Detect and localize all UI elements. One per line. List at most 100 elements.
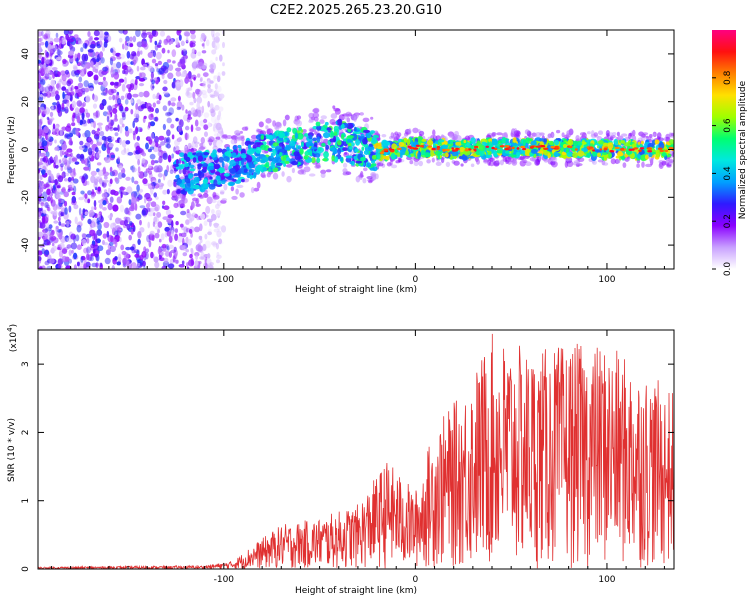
noise-blob <box>177 236 183 243</box>
noise-blob <box>213 133 219 137</box>
track-core <box>438 139 445 143</box>
noise-blob <box>201 43 205 47</box>
noise-blob <box>190 33 196 40</box>
noise-blob <box>38 128 44 135</box>
noise-blob <box>145 142 149 150</box>
noise-blob <box>215 203 220 210</box>
noise-blob <box>75 234 80 242</box>
noise-blob <box>116 261 121 266</box>
noise-blob <box>87 118 91 124</box>
noise-blob <box>159 238 162 243</box>
noise-blob <box>153 116 158 122</box>
noise-blob <box>137 166 141 174</box>
noise-blob <box>128 68 134 75</box>
track-core <box>202 183 209 189</box>
noise-blob <box>102 207 107 211</box>
noise-blob <box>78 207 82 216</box>
track-core <box>479 144 486 152</box>
noise-blob <box>182 252 188 257</box>
noise-blob <box>38 231 44 238</box>
noise-blob <box>187 238 192 246</box>
noise-blob <box>149 37 153 43</box>
noise-blob <box>110 69 116 76</box>
track-halo <box>476 159 480 165</box>
track-halo <box>412 127 419 134</box>
noise-blob <box>54 139 57 144</box>
track-halo <box>332 105 336 109</box>
noise-blob <box>97 222 102 231</box>
noise-blob <box>212 242 217 248</box>
noise-blob <box>166 138 170 143</box>
noise-blob <box>219 54 223 62</box>
track-core <box>577 150 585 157</box>
spectrogram-y-tick-label: 20 <box>21 96 31 108</box>
noise-blob <box>84 158 90 166</box>
track-halo <box>597 159 604 163</box>
noise-blob <box>110 69 114 73</box>
track-halo <box>616 131 620 137</box>
noise-blob <box>183 226 188 235</box>
track-core <box>363 143 369 148</box>
track-core <box>300 129 304 133</box>
noise-blob <box>52 123 56 130</box>
track-core <box>376 146 383 150</box>
noise-blob <box>55 56 62 61</box>
snr-series-line <box>38 333 674 569</box>
track-peak <box>415 144 420 147</box>
track-halo <box>230 186 235 192</box>
noise-blob <box>143 265 146 269</box>
noise-blob <box>76 261 80 267</box>
noise-blob <box>72 112 76 119</box>
track-core <box>554 139 560 146</box>
track-halo <box>502 156 508 162</box>
track-core <box>316 136 321 143</box>
noise-blob <box>50 79 56 87</box>
noise-blob <box>49 258 55 264</box>
track-halo <box>320 169 327 175</box>
track-core <box>522 139 526 147</box>
noise-blob <box>211 199 217 204</box>
noise-blob <box>169 169 174 174</box>
noise-blob <box>171 81 176 89</box>
noise-blob <box>130 99 134 104</box>
noise-blob <box>173 181 177 187</box>
noise-blob <box>60 223 66 227</box>
noise-blob <box>148 113 154 121</box>
noise-blob <box>71 122 76 127</box>
noise-blob <box>109 196 114 203</box>
noise-blob <box>180 223 184 228</box>
track-core <box>354 126 357 132</box>
track-halo <box>431 157 435 163</box>
noise-blob <box>71 200 77 206</box>
noise-blob <box>56 50 63 56</box>
noise-blob <box>68 130 73 138</box>
noise-blob <box>63 212 69 220</box>
noise-blob <box>168 107 174 115</box>
noise-blob <box>55 225 59 230</box>
noise-blob <box>156 44 162 48</box>
noise-blob <box>60 163 64 168</box>
noise-blob <box>71 249 74 254</box>
track-halo <box>284 114 290 121</box>
noise-blob <box>89 209 95 217</box>
track-halo <box>345 111 352 118</box>
noise-blob <box>39 181 44 188</box>
noise-blob <box>114 132 119 137</box>
noise-blob <box>139 72 146 78</box>
noise-blob <box>45 213 49 221</box>
spectrogram-y-label: Frequency (Hz) <box>7 116 17 184</box>
track-halo <box>605 130 611 137</box>
noise-blob <box>154 135 159 144</box>
noise-blob <box>158 178 161 184</box>
noise-blob <box>71 191 76 196</box>
noise-blob <box>160 233 165 241</box>
track-core <box>323 132 330 139</box>
track-halo <box>491 132 497 137</box>
snr-y-tick-label: 3 <box>21 361 31 367</box>
noise-blob <box>48 210 54 214</box>
noise-blob <box>86 237 90 244</box>
track-halo <box>577 157 585 162</box>
noise-blob <box>80 190 85 195</box>
noise-blob <box>91 218 98 223</box>
track-peak <box>638 149 642 152</box>
